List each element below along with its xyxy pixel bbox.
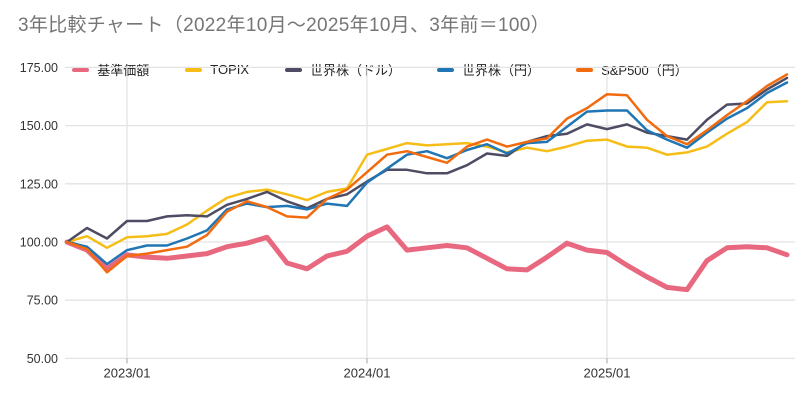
legend-swatch-icon [285,67,303,72]
y-axis-tick-label: 150.00 [20,119,58,133]
x-axis-tick-label: 2025/01 [584,365,631,380]
series-line-0 [64,224,790,293]
x-axis-tick-label: 2023/01 [104,365,151,380]
legend-label: TOPIX [210,62,250,77]
legend-swatch-icon [72,67,90,72]
y-axis-tick-label: 75.00 [27,294,58,308]
y-axis-tick-label: 100.00 [20,236,58,250]
series-line-2 [65,76,789,244]
series-line-1 [65,99,789,250]
x-axis-tick-label: 2024/01 [344,365,391,380]
series-line-3 [65,81,789,266]
series-line-4 [65,73,789,274]
y-axis-tick-label: 175.00 [20,61,58,75]
legend-swatch-icon [185,67,203,72]
legend-swatch-icon [576,67,594,72]
y-axis-tick-label: 125.00 [20,177,58,191]
y-axis-tick-label: 50.00 [27,352,58,366]
chart-title: 3年比較チャート（2022年10月～2025年10月、3年前＝100） [18,15,550,36]
legend-item-series-1[interactable]: TOPIX [185,62,249,77]
legend-swatch-icon [437,67,455,72]
